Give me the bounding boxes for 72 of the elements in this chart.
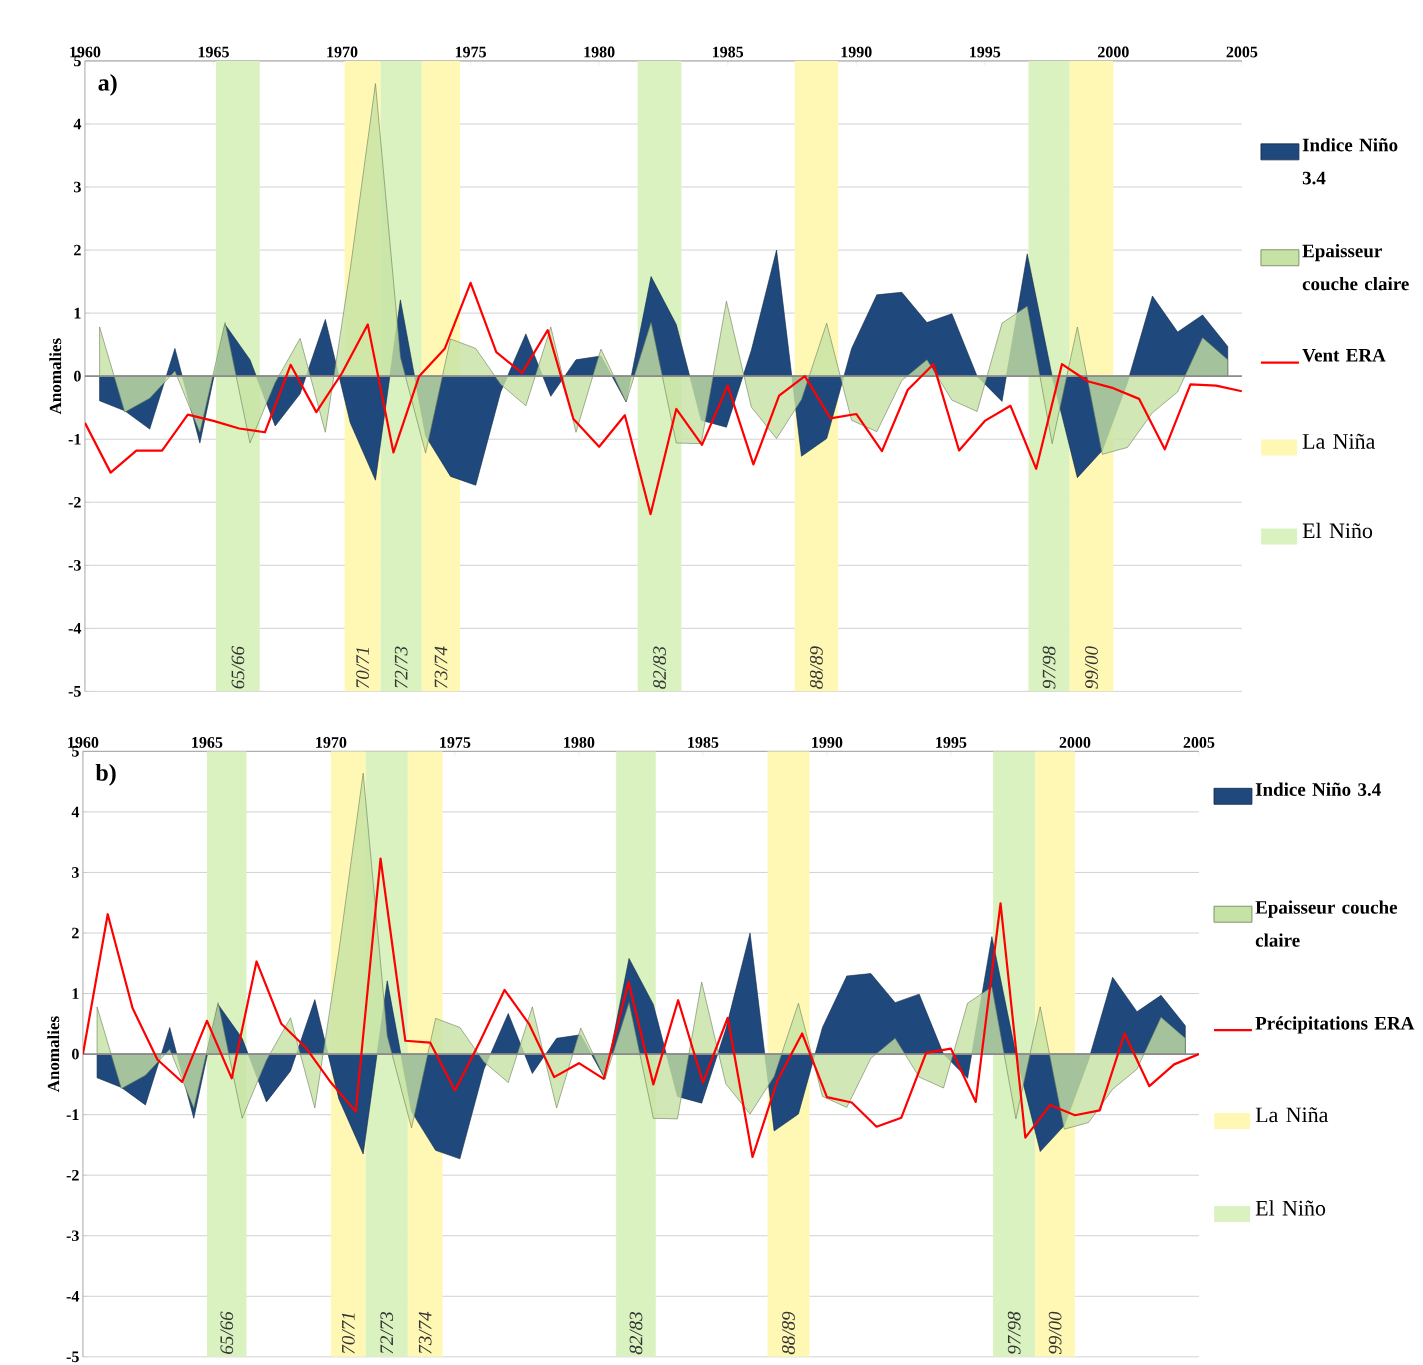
y-tick-label: -4 — [68, 622, 82, 634]
x-tick-label: 1970 — [316, 736, 347, 748]
y-tick-label: -2 — [66, 1169, 79, 1181]
chart-title: a) — [98, 73, 117, 96]
band-label: 65/66 — [220, 1311, 234, 1354]
x-tick-label: 1975 — [455, 46, 486, 58]
y-tick-label: -1 — [66, 1109, 79, 1120]
x-tick-label: 1985 — [688, 736, 719, 748]
x-tick-label: 1990 — [812, 736, 843, 748]
x-tick-label: 1985 — [712, 46, 744, 58]
text: La Niña — [1255, 1107, 1329, 1123]
text: El Niño — [1302, 522, 1373, 538]
legend-label: Indice Niño 3.4 — [1302, 137, 1398, 185]
x-tick-label: 1990 — [841, 46, 872, 58]
x-tick-label: 1965 — [192, 736, 223, 748]
band-label: 72/73 — [394, 646, 408, 688]
y-axis-title: Anomalies — [49, 338, 62, 414]
x-tick-label: 2005 — [1183, 736, 1215, 748]
x-tick-label: 1980 — [584, 46, 615, 58]
x-tick-label: 1960 — [68, 736, 99, 748]
y-axis-title: Anomalies — [47, 1016, 60, 1092]
y-tick-label: 3 — [74, 181, 81, 193]
band-label: 82/83 — [653, 646, 666, 689]
band-label: 70/71 — [341, 1313, 355, 1354]
x-tick-label: 2000 — [1059, 736, 1091, 748]
x-tick-label: 1965 — [198, 46, 229, 58]
band-label: 70/71 — [356, 647, 370, 688]
line-series — [84, 281, 1242, 516]
legend-label: Epaisseur couche claire — [1302, 243, 1409, 291]
band-label: 73/74 — [434, 646, 448, 688]
x-tick-label: 1995 — [970, 46, 1001, 58]
y-tick-label: 2 — [74, 244, 81, 256]
y-tick-label: -5 — [66, 1351, 79, 1362]
x-tick-label: 1995 — [936, 736, 967, 748]
line-series — [82, 857, 1199, 1158]
x-tick-label: 2000 — [1098, 46, 1129, 58]
x-tick-label: 1975 — [440, 736, 471, 748]
y-tick-label: 4 — [71, 806, 80, 817]
y-tick-label: 4 — [73, 118, 82, 129]
x-tick-label: 2005 — [1226, 46, 1258, 58]
band-label: 97/98 — [1007, 1311, 1021, 1354]
band-label: 88/89 — [810, 646, 823, 689]
y-tick-label: -2 — [68, 496, 81, 508]
y-tick-label: 1 — [74, 307, 81, 319]
band-label: 82/83 — [629, 1311, 643, 1355]
y-tick-label: -5 — [68, 685, 81, 697]
band-label: 97/98 — [1042, 645, 1056, 689]
text: La Niña — [1302, 433, 1376, 449]
text: El Niño — [1255, 1199, 1326, 1216]
y-tick-label: -3 — [66, 1230, 79, 1241]
y-tick-label: 3 — [72, 866, 79, 878]
band-label: 88/89 — [782, 1311, 795, 1355]
x-tick-label: 1980 — [564, 736, 595, 748]
legend-label: Epaisseur couche claire — [1255, 900, 1398, 947]
y-tick-label: 1 — [72, 988, 79, 999]
band-label: 65/66 — [231, 645, 245, 689]
chart-title: b) — [95, 763, 116, 786]
y-tick-label: -4 — [66, 1290, 80, 1302]
y-tick-label: -1 — [68, 433, 81, 445]
x-tick-label: 1970 — [327, 46, 358, 58]
y-tick-label: 2 — [72, 927, 79, 939]
y-tick-label: -3 — [68, 559, 81, 571]
legend-label: Précipitations ERA — [1255, 1016, 1415, 1034]
band-label: 99/00 — [1085, 645, 1098, 689]
y-tick-label: 0 — [72, 1048, 79, 1060]
legend-label: Vent ERA — [1302, 348, 1386, 362]
band-label: 73/74 — [418, 1311, 432, 1354]
y-tick-label: 0 — [74, 370, 81, 382]
legend-label: Indice Niño 3.4 — [1255, 782, 1381, 796]
band-label: 72/73 — [380, 1311, 394, 1354]
y-tick-label: 5 — [72, 745, 79, 757]
band-label: 99/00 — [1048, 1311, 1062, 1354]
